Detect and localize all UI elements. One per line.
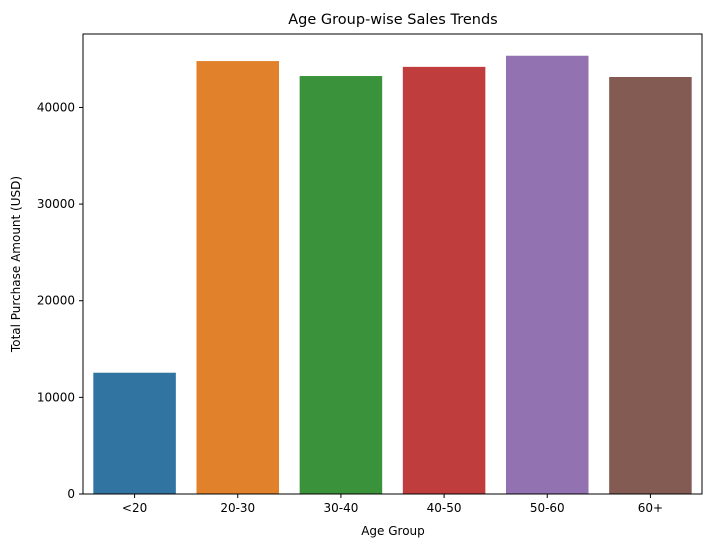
chart-title: Age Group-wise Sales Trends <box>288 12 497 28</box>
x-tick-label-4: 50-60 <box>530 501 565 515</box>
y-tick-label-0: 0 <box>67 487 75 501</box>
bar-5 <box>609 77 692 494</box>
x-tick-label-0: <20 <box>122 501 147 515</box>
x-tick-label-2: 30-40 <box>323 501 358 515</box>
y-tick-label-1: 10000 <box>37 390 75 404</box>
x-tick-label-1: 20-30 <box>220 501 255 515</box>
bar-0 <box>93 372 176 494</box>
bar-2 <box>299 76 383 495</box>
bar-1 <box>196 61 280 494</box>
y-tick-label-4: 40000 <box>37 100 75 114</box>
x-tick-label-5: 60+ <box>638 501 663 515</box>
x-axis: <20 20-30 30-40 40-50 50-60 60+ <box>122 494 663 515</box>
y-tick-label-3: 30000 <box>37 197 75 211</box>
plot-frame <box>82 33 703 495</box>
bar-3 <box>402 66 486 494</box>
y-axis-label: Total Purchase Amount (USD) <box>9 176 23 353</box>
plot-area <box>93 55 692 495</box>
y-axis: 0 10000 20000 30000 40000 <box>37 100 83 501</box>
x-tick-label-3: 40-50 <box>427 501 462 515</box>
x-axis-label: Age Group <box>361 524 425 538</box>
y-tick-label-2: 20000 <box>37 294 75 308</box>
bar-4 <box>505 55 589 494</box>
